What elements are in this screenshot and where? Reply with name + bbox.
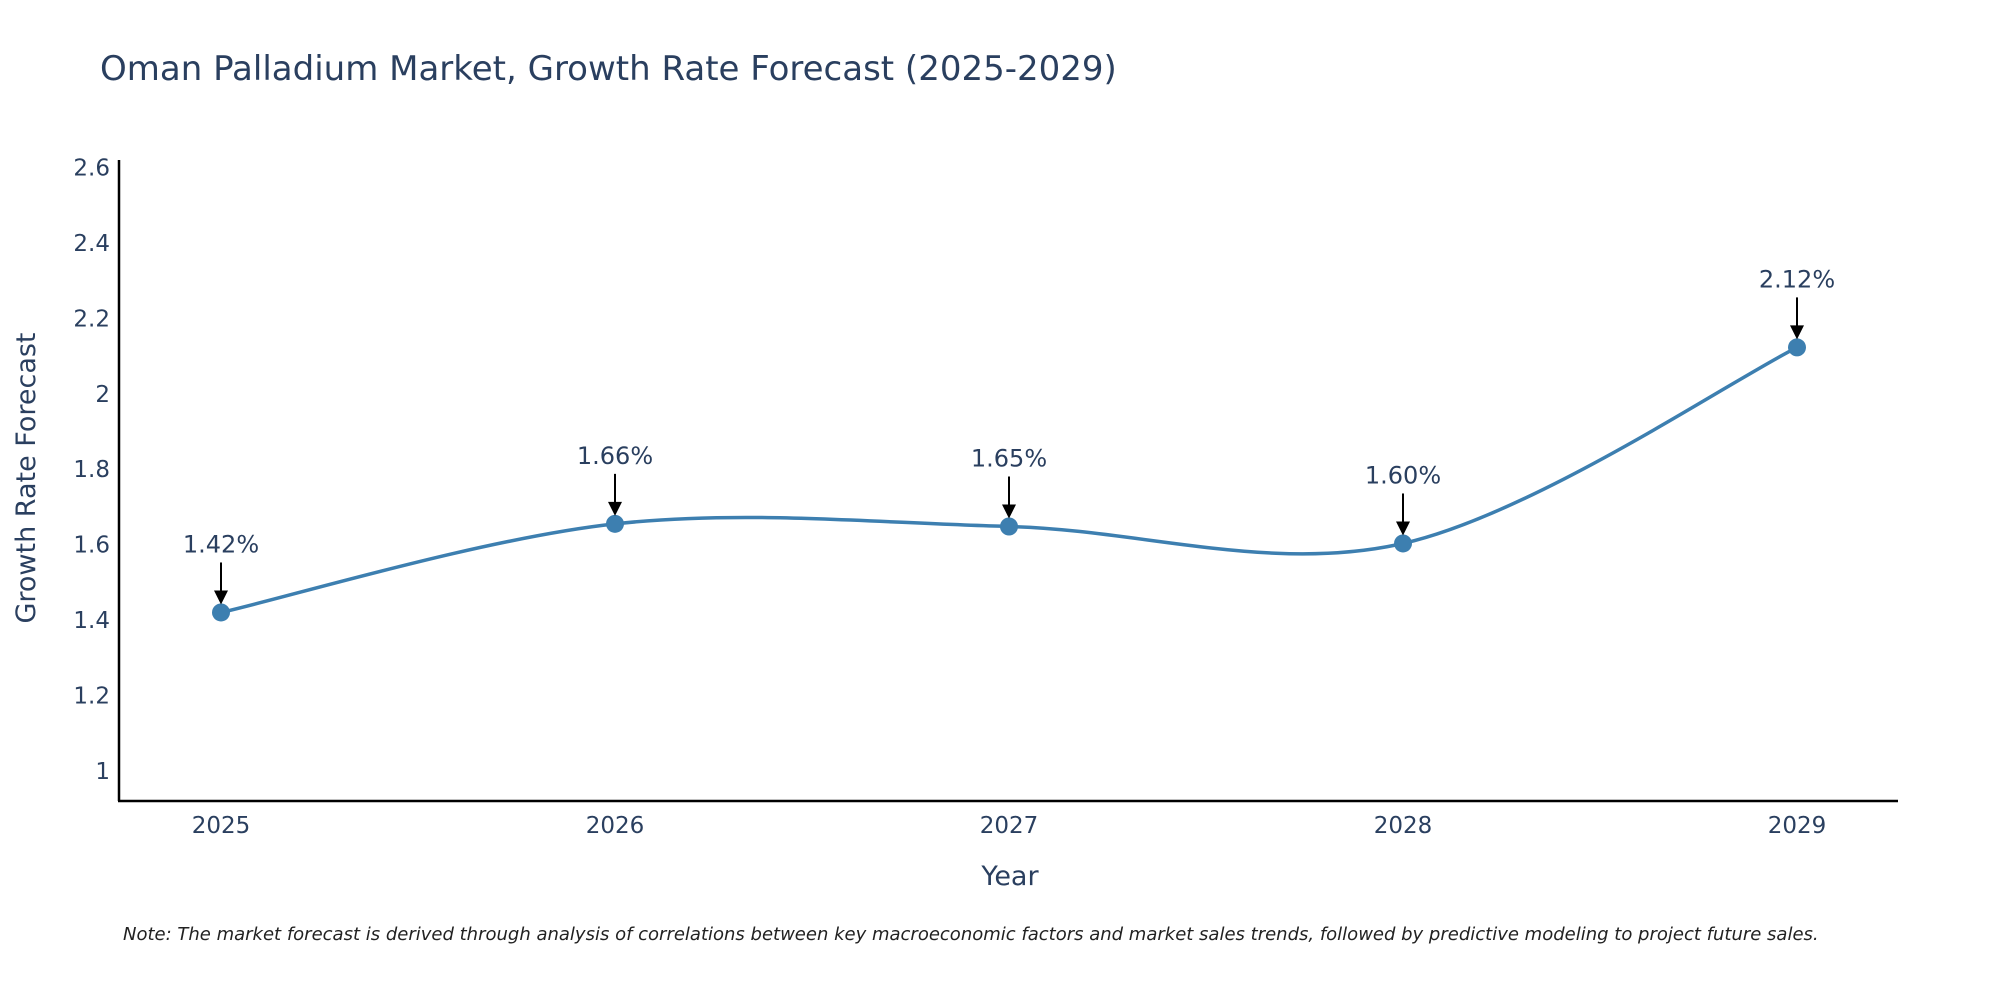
y-tick-label: 2 [95, 382, 110, 408]
data-markers [212, 338, 1806, 622]
y-tick-label: 1.2 [73, 683, 110, 709]
y-tick-label: 2.2 [73, 306, 110, 332]
footnote: Note: The market forecast is derived thr… [123, 924, 1819, 945]
data-point-marker [212, 603, 230, 622]
data-point-marker [1394, 534, 1412, 553]
y-tick-label: 1 [95, 759, 110, 785]
x-tick-label: 2029 [1768, 813, 1827, 839]
y-axis-ticks: 1 1.2 1.4 1.6 1.8 2 2.2 2.4 2.6 [73, 156, 110, 785]
y-tick-label: 2.6 [73, 156, 110, 182]
y-tick-label: 1.4 [73, 608, 110, 634]
x-tick-label: 2026 [586, 813, 645, 839]
data-point-marker [606, 514, 624, 533]
x-axis-ticks: 2025 2026 2027 2028 2029 [192, 813, 1827, 839]
annotation-arrow-head [214, 590, 228, 605]
data-point-marker [1788, 338, 1806, 357]
y-axis-title: Growth Rate Forecast [11, 332, 42, 623]
annotation-arrow-head [608, 501, 622, 516]
data-label: 1.65% [971, 445, 1047, 473]
annotation-arrow-head [1396, 521, 1410, 536]
y-tick-label: 1.8 [73, 457, 110, 483]
x-axis-title: Year [980, 861, 1039, 892]
y-tick-label: 2.4 [73, 231, 110, 257]
data-point-marker [1000, 517, 1018, 536]
annotation-arrow-head [1790, 325, 1804, 340]
data-label: 2.12% [1759, 265, 1835, 293]
data-label: 1.42% [183, 530, 259, 558]
x-tick-label: 2028 [1374, 813, 1433, 839]
data-label: 1.60% [1365, 461, 1441, 489]
annotation-arrow-head [1002, 504, 1016, 519]
data-annotations: 1.42% 1.66% 1.65% 1.60% 2.12% [183, 265, 1835, 605]
x-tick-label: 2027 [980, 813, 1039, 839]
data-label: 1.66% [577, 442, 653, 470]
x-tick-label: 2025 [192, 813, 251, 839]
y-tick-label: 1.6 [73, 533, 110, 559]
chart-title: Oman Palladium Market, Growth Rate Forec… [100, 49, 1117, 89]
